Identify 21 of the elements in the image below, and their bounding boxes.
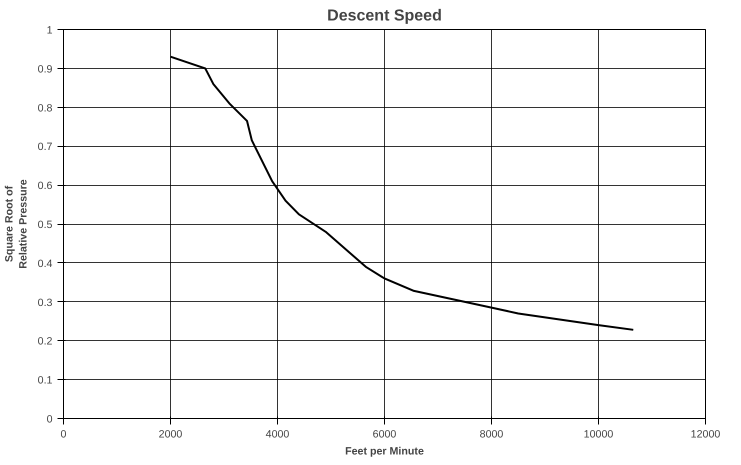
y-tick-label: 0.3 — [38, 296, 53, 309]
x-tick-label: 6000 — [372, 428, 396, 440]
y-tick-label: 0.1 — [38, 374, 53, 387]
chart-title: Descent Speed — [327, 8, 442, 24]
y-tick-label: 0.9 — [38, 63, 53, 76]
y-tick-label: 0.8 — [38, 102, 53, 114]
x-tick-label: 10000 — [584, 428, 614, 440]
y-tick-label: 1 — [46, 24, 53, 36]
x-tick-label: 4000 — [266, 428, 290, 440]
x-tick-label: 8000 — [480, 428, 504, 440]
x-tick-label: 2000 — [158, 428, 182, 440]
y-tick-label: 0.6 — [38, 180, 53, 192]
y-tick-label: 0.7 — [38, 141, 53, 154]
x-tick-label: 0 — [60, 428, 67, 440]
y-tick-label: 0 — [46, 414, 53, 426]
y-tick-label: 0.2 — [38, 336, 53, 348]
y-tick-label: 0.4 — [38, 258, 53, 270]
y-tick-label: 0.5 — [38, 219, 53, 231]
x-tick-label: 12000 — [690, 428, 720, 440]
x-axis-title: Feet per Minute — [345, 446, 424, 458]
y-axis-title: Square Root of Relative Pressure — [3, 179, 30, 269]
